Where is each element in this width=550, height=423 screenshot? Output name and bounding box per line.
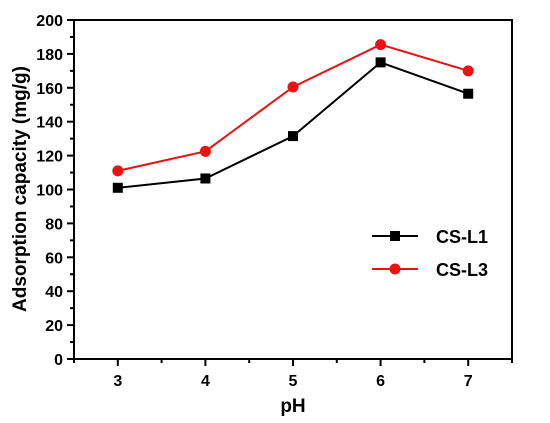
data-point-cs-l1 — [112, 182, 123, 193]
legend: CS-L1 CS-L3 — [372, 227, 488, 280]
y-tick-label: 140 — [36, 115, 63, 132]
data-point-cs-l1 — [463, 88, 474, 99]
y-tick-label: 60 — [45, 250, 63, 267]
data-point-cs-l1 — [200, 173, 211, 184]
y-axis-title: Adsorption capacity (mg/g) — [10, 66, 31, 312]
data-point-cs-l3 — [375, 39, 387, 51]
y-tick-label: 160 — [36, 81, 63, 98]
data-point-cs-l3 — [112, 165, 124, 177]
data-point-cs-l3 — [462, 65, 474, 77]
y-tick-label: 40 — [45, 284, 63, 301]
y-tick-label: 120 — [36, 149, 63, 166]
legend-label-cs-l1: CS-L1 — [436, 227, 488, 247]
y-tick-label: 200 — [36, 13, 63, 30]
series-line-cs-l3 — [117, 43, 469, 172]
data-point-cs-l1 — [288, 131, 298, 142]
legend-label-cs-l3: CS-L3 — [436, 260, 488, 280]
data-point-cs-l3 — [199, 145, 211, 157]
data-point-cs-l3 — [287, 81, 299, 93]
legend-marker-cs-l3 — [389, 263, 401, 275]
series-line-cs-l1 — [117, 61, 469, 189]
x-tick-label: 5 — [289, 373, 298, 390]
x-tick-label: 6 — [376, 373, 385, 390]
data-point-cs-l1 — [375, 57, 386, 68]
y-tick-label: 100 — [36, 183, 63, 200]
x-tick-label: 7 — [464, 373, 473, 390]
y-tick-label: 180 — [36, 47, 63, 64]
series-layer — [112, 39, 474, 193]
x-tick-label: 3 — [113, 373, 122, 390]
y-tick-label: 0 — [54, 352, 63, 369]
axes: 0 20 40 60 80 100 120 140 160 180 200 3 4 5 6 7 — [36, 13, 513, 390]
x-axis-title: pH — [280, 396, 305, 417]
legend-marker-cs-l1 — [390, 231, 400, 241]
x-tick-label: 4 — [201, 373, 210, 390]
plot-frame — [73, 19, 513, 360]
y-tick-label: 80 — [45, 216, 63, 233]
y-tick-label: 20 — [45, 318, 63, 335]
